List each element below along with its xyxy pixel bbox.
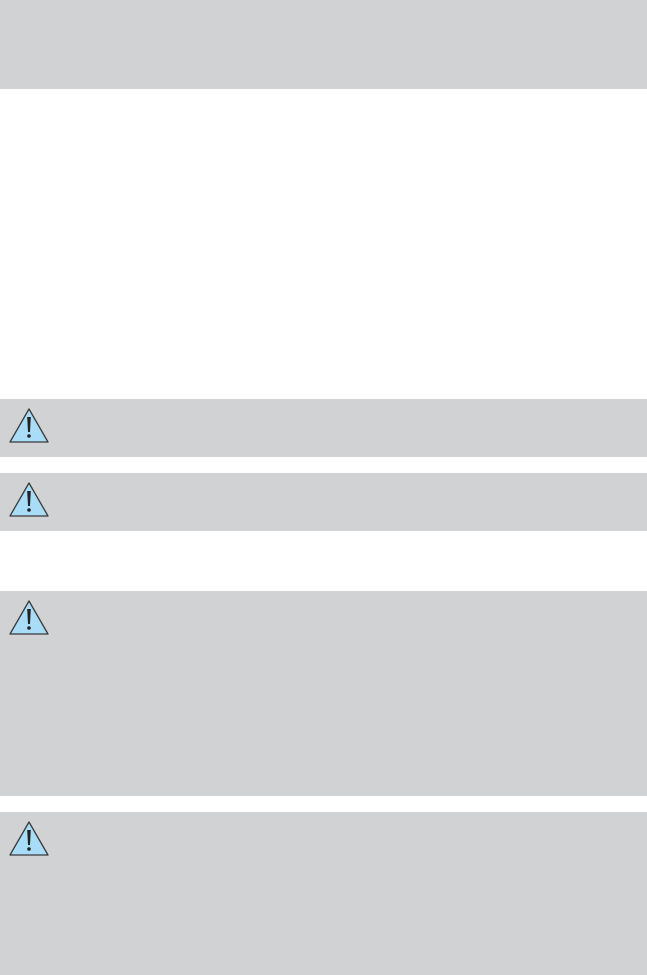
warning-triangle-icon [8,820,50,858]
warning-triangle-icon [8,481,50,519]
warning-triangle-icon [8,407,50,445]
header-band [0,0,647,89]
warning-box-1 [0,399,647,457]
warning-box-3 [0,591,647,796]
warning-triangle-icon [8,599,50,637]
warning-box-2 [0,473,647,531]
warning-box-4 [0,812,647,975]
